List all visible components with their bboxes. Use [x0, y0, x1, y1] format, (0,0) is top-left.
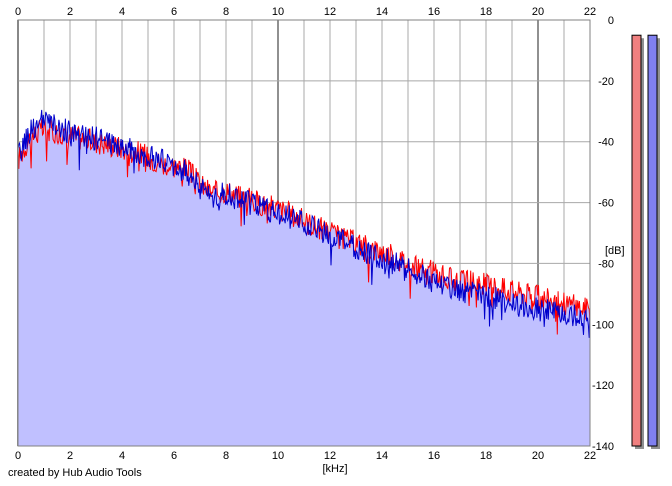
y-tick-label: -40: [598, 137, 614, 149]
x-tick-label-bottom: 10: [272, 450, 284, 462]
x-tick-label-top: 12: [324, 6, 336, 18]
y-tick-label: -80: [598, 258, 614, 270]
spectrum-fill: [18, 109, 590, 447]
x-tick-label-top: 0: [15, 6, 21, 18]
x-tick-label-top: 2: [67, 6, 73, 18]
level-meter-bar: [631, 34, 642, 447]
plot-frame: [17, 19, 591, 447]
y-axis-label: [dB]: [605, 245, 625, 257]
series-line-red: [17, 119, 591, 335]
x-tick-label-bottom: 0: [15, 450, 21, 462]
x-tick-label-bottom: 18: [480, 450, 492, 462]
x-tick-label-top: 16: [428, 6, 440, 18]
x-tick-label-bottom: 12: [324, 450, 336, 462]
credit-text: created by Hub Audio Tools: [8, 467, 142, 479]
level-meters: [631, 34, 660, 449]
level-meter-bar: [647, 34, 658, 447]
x-tick-label-bottom: 4: [119, 450, 125, 462]
y-tick-label: -20: [598, 76, 614, 88]
y-tick-label: 0: [608, 15, 614, 27]
x-tick-label-bottom: 16: [428, 450, 440, 462]
x-tick-label-bottom: 20: [532, 450, 544, 462]
x-tick-label-top: 8: [223, 6, 229, 18]
x-tick-label-top: 10: [272, 6, 284, 18]
x-tick-label-bottom: 8: [223, 450, 229, 462]
series-line-blue: [17, 109, 591, 338]
x-tick-label-top: 18: [480, 6, 492, 18]
x-tick-label-top: 22: [584, 6, 596, 18]
y-tick-label: -140: [592, 441, 614, 453]
x-tick-label-bottom: 14: [376, 450, 388, 462]
x-tick-label-bottom: 6: [171, 450, 177, 462]
x-tick-label-top: 4: [119, 6, 125, 18]
spectrum-series: [17, 19, 591, 447]
y-tick-label: -60: [598, 198, 614, 210]
x-tick-label-bottom: 22: [584, 450, 596, 462]
tick-labels: 002244668810101212141416161818202022220-…: [15, 6, 614, 462]
x-axis-label: [kHz]: [322, 463, 347, 475]
y-tick-label: -100: [592, 319, 614, 331]
spectrum-fill-area: [18, 109, 590, 447]
x-tick-label-top: 14: [376, 6, 388, 18]
x-tick-label-top: 6: [171, 6, 177, 18]
y-tick-label: -120: [592, 380, 614, 392]
x-tick-label-bottom: 2: [67, 450, 73, 462]
x-tick-label-top: 20: [532, 6, 544, 18]
